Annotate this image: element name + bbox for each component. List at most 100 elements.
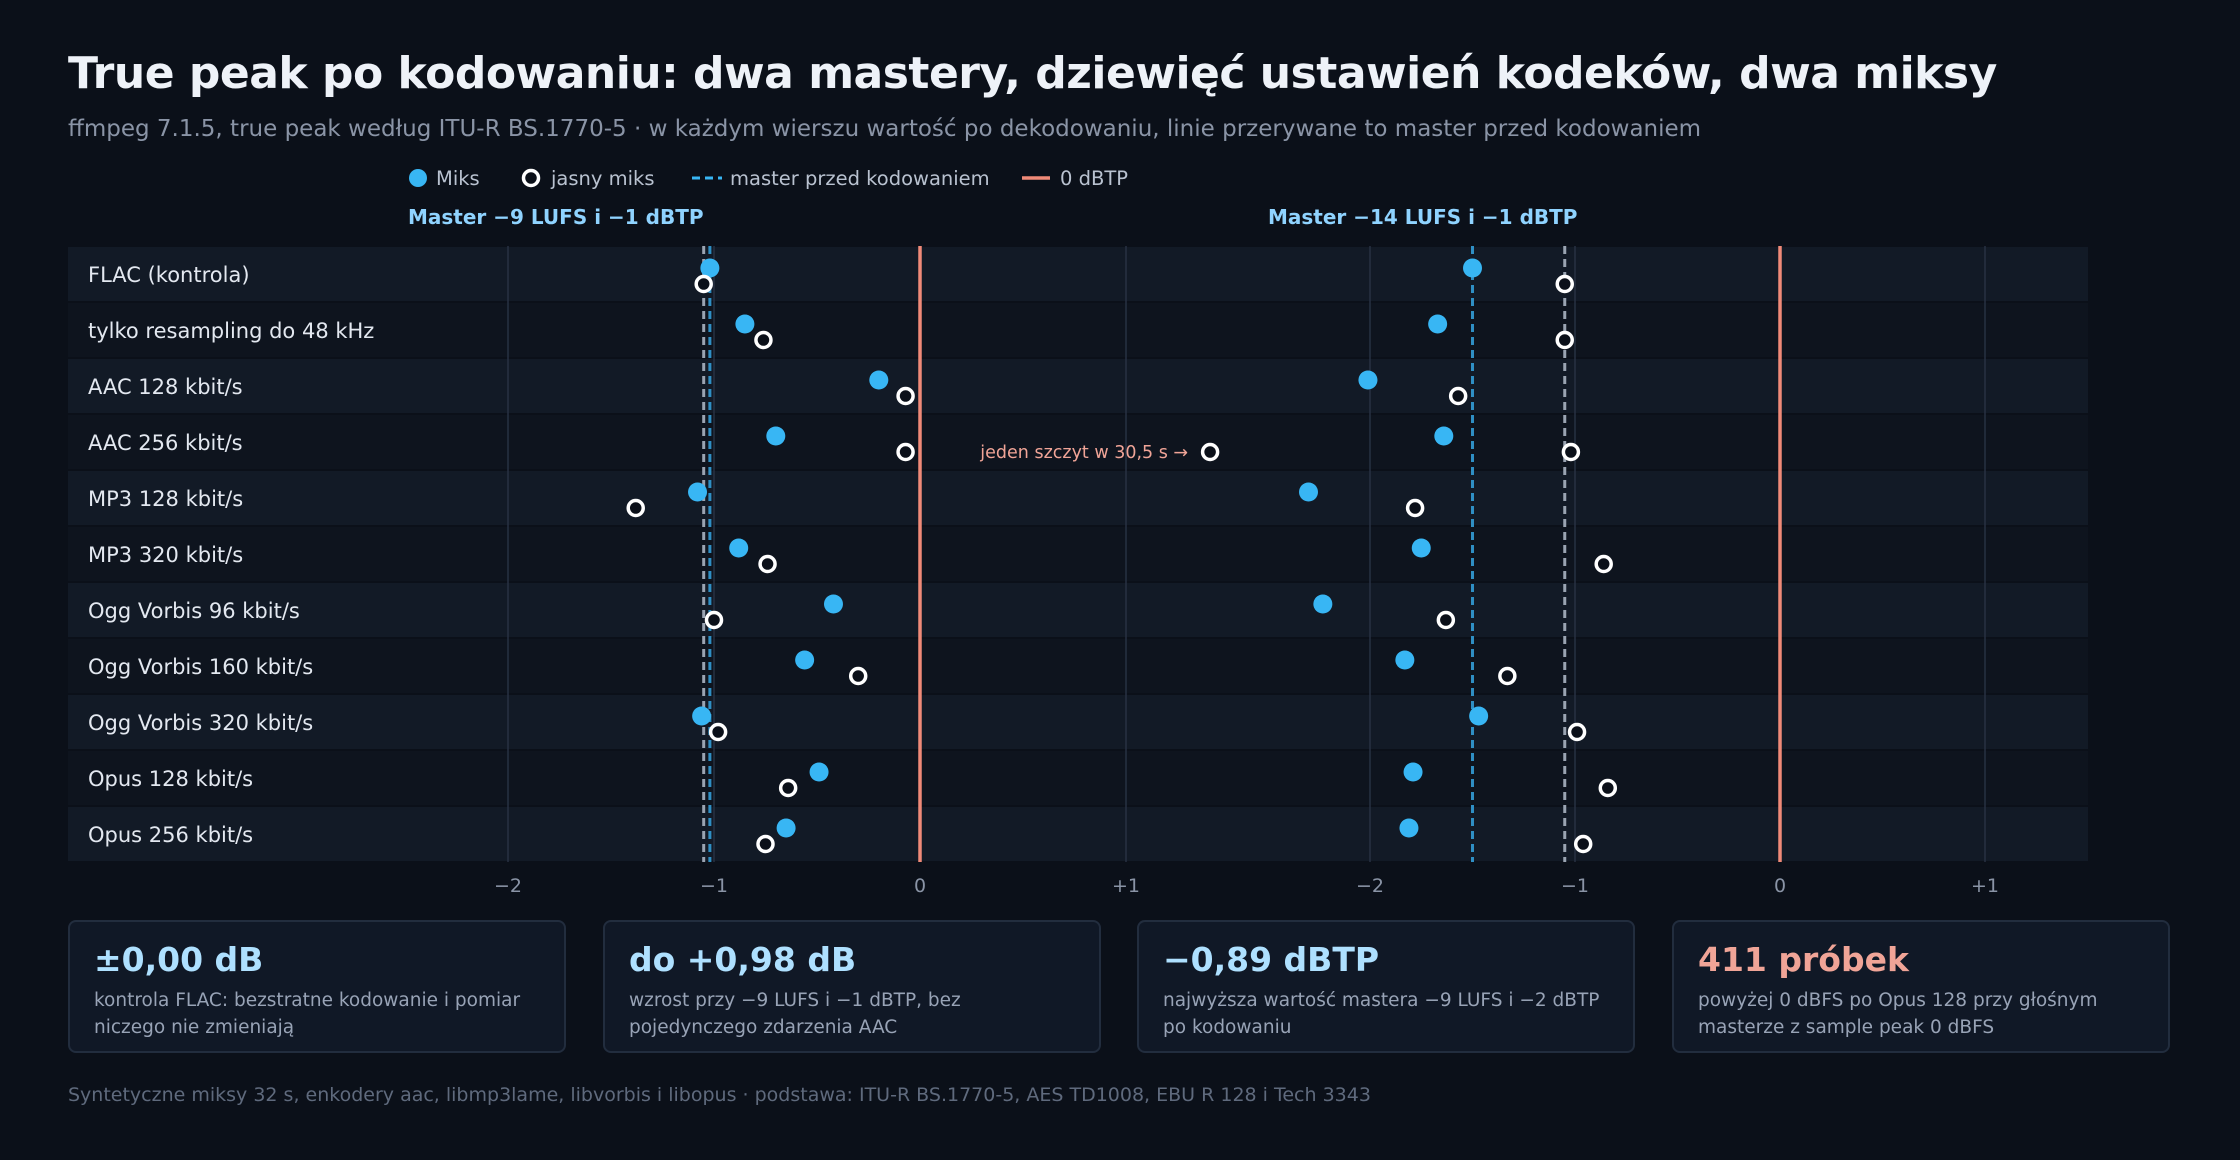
point-jasny-miks — [896, 386, 915, 406]
point-miks — [776, 818, 796, 838]
legend-miks-label: Miks — [436, 167, 480, 190]
row-band — [68, 303, 2088, 357]
point-jasny-miks — [754, 330, 773, 350]
footer-note: Syntetyczne miksy 32 s, enkodery aac, li… — [68, 1084, 1371, 1106]
row-band — [68, 639, 2088, 693]
point-miks — [1358, 370, 1378, 390]
card-description: najwyższa wartość mastera −9 LUFS i −2 d… — [1163, 990, 1600, 1038]
page-title: True peak po kodowaniu: dwa mastery, dzi… — [68, 48, 1997, 99]
card-description: kontrola FLAC: bezstratne kodowanie i po… — [94, 990, 521, 1038]
summary-card-max-level: −0,89 dBTP najwyższa wartość mastera −9 … — [1137, 920, 1635, 1053]
point-miks — [1403, 762, 1423, 782]
point-miks — [823, 594, 843, 614]
summary-card-flac: ±0,00 dB kontrola FLAC: bezstratne kodow… — [68, 920, 566, 1053]
point-miks — [1399, 818, 1419, 838]
tick-label: +1 — [1112, 875, 1140, 897]
summary-card-samples: 411 próbek powyżej 0 dBFS po Opus 128 pr… — [1672, 920, 2170, 1053]
row-band — [68, 527, 2088, 581]
point-miks — [1313, 594, 1333, 614]
card-value: 411 próbek — [1698, 940, 1909, 979]
row-band — [68, 247, 2088, 301]
row-label: FLAC (kontrola) — [88, 263, 250, 287]
point-jasny-miks — [1448, 386, 1468, 406]
row-label: AAC 256 kbit/s — [88, 431, 243, 455]
row-label: Ogg Vorbis 320 kbit/s — [88, 711, 313, 735]
tick-label: −2 — [494, 875, 522, 897]
point-jasny-outlier — [1200, 442, 1220, 462]
row-label: MP3 320 kbit/s — [88, 543, 243, 567]
card-description: powyżej 0 dBFS po Opus 128 przy głośnym … — [1698, 990, 2098, 1038]
row-band — [68, 695, 2088, 749]
point-miks — [729, 538, 749, 558]
panel-title: Master −9 LUFS i −1 dBTP — [408, 205, 704, 229]
row-band — [68, 359, 2088, 413]
row-label: tylko resampling do 48 kHz — [88, 319, 374, 343]
point-miks — [809, 762, 829, 782]
row-label: Opus 256 kbit/s — [88, 823, 253, 847]
point-miks — [1428, 314, 1448, 334]
point-jasny-miks — [1594, 554, 1613, 574]
point-jasny-miks — [708, 722, 728, 742]
legend-miks-marker — [409, 169, 427, 187]
point-miks — [700, 258, 720, 278]
point-jasny-miks — [1561, 442, 1581, 462]
dot-plot-chart: FLAC (kontrola) tylko resampling do 48 kH… — [68, 167, 2088, 897]
tick-label: −2 — [1356, 875, 1384, 897]
point-miks — [795, 650, 815, 670]
page-subtitle: ffmpeg 7.1.5, true peak według ITU-R BS.… — [68, 116, 1702, 142]
point-jasny-miks — [1567, 722, 1587, 742]
point-jasny-miks — [1498, 666, 1517, 686]
point-jasny-miks — [758, 554, 777, 574]
card-value: do +0,98 dB — [629, 940, 857, 979]
row-band — [68, 807, 2088, 861]
point-miks — [688, 482, 708, 502]
row-band — [68, 415, 2088, 469]
tick-label: −1 — [700, 875, 728, 897]
row-label: Ogg Vorbis 96 kbit/s — [88, 599, 300, 623]
row-label: AAC 128 kbit/s — [88, 375, 243, 399]
point-miks — [766, 426, 786, 446]
point-jasny-miks — [1573, 834, 1593, 854]
row-band — [68, 583, 2088, 637]
point-jasny-miks — [704, 610, 724, 630]
summary-cards: ±0,00 dB kontrola FLAC: bezstratne kodow… — [68, 920, 2172, 1055]
row-label: Ogg Vorbis 160 kbit/s — [88, 655, 313, 679]
tick-label: 0 — [1774, 875, 1786, 897]
row-band — [68, 751, 2088, 805]
panel-title: Master −14 LUFS i −1 dBTP — [1268, 205, 1577, 229]
point-miks — [1299, 482, 1318, 502]
point-miks — [1469, 706, 1489, 726]
point-jasny-miks — [1405, 498, 1425, 518]
legend-jasny-label: jasny miks — [550, 167, 655, 190]
point-miks — [692, 706, 712, 726]
point-jasny-miks — [626, 498, 645, 518]
point-miks — [735, 314, 755, 334]
card-value: −0,89 dBTP — [1163, 940, 1380, 979]
card-value: ±0,00 dB — [94, 940, 264, 979]
point-jasny-miks — [1598, 778, 1618, 798]
point-miks — [1463, 258, 1482, 278]
point-jasny-miks — [1555, 274, 1574, 294]
row-label: MP3 128 kbit/s — [88, 487, 243, 511]
point-jasny-miks — [896, 442, 915, 462]
point-jasny-miks — [848, 666, 868, 686]
point-jasny-miks — [694, 274, 713, 294]
annotation-label: jeden szczyt w 30,5 s → — [979, 443, 1188, 463]
point-jasny-miks — [756, 834, 775, 854]
summary-card-increase: do +0,98 dB wzrost przy −9 LUFS i −1 dBT… — [603, 920, 1101, 1053]
legend-master-label: master przed kodowaniem — [730, 167, 990, 190]
row-label: Opus 128 kbit/s — [88, 767, 253, 791]
legend-zero-label: 0 dBTP — [1060, 167, 1128, 190]
point-jasny-miks — [1555, 330, 1574, 350]
tick-label: −1 — [1561, 875, 1589, 897]
card-description: wzrost przy −9 LUFS i −1 dBTP, bez pojed… — [629, 990, 961, 1038]
tick-label: +1 — [1971, 875, 1999, 897]
legend-jasny-marker — [521, 168, 541, 188]
point-miks — [1395, 650, 1415, 670]
point-jasny-miks — [1436, 610, 1456, 630]
tick-label: 0 — [914, 875, 926, 897]
point-miks — [1411, 538, 1431, 558]
row-band — [68, 471, 2088, 525]
point-miks — [869, 370, 889, 390]
point-miks — [1434, 426, 1454, 446]
